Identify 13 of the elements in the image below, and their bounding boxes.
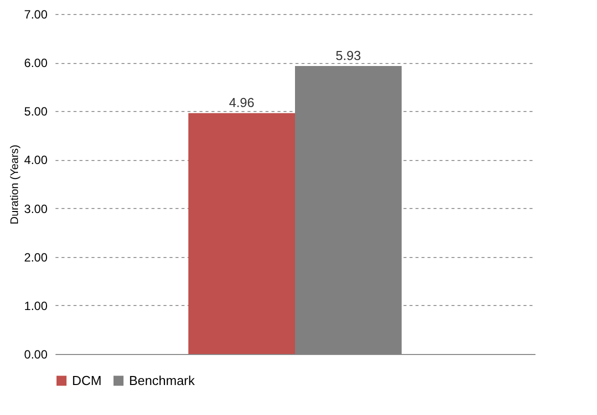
y-tick-label: 3.00	[24, 202, 48, 216]
y-tick-label: 1.00	[24, 298, 48, 313]
legend-label: DCM	[72, 372, 102, 388]
y-tick-label: 5.00	[24, 104, 48, 119]
y-tick-label: 6.00	[24, 56, 48, 70]
data-label: 5.93	[336, 48, 361, 63]
y-tick-label: 7.00	[24, 8, 48, 22]
y-tick-label: 0.00	[24, 348, 48, 362]
data-label: 4.96	[229, 95, 254, 110]
legend-label: Benchmark	[129, 372, 196, 388]
y-tick-label: 4.00	[24, 153, 48, 168]
y-axis-title: Duration (Years)	[9, 144, 22, 224]
y-tick-label: 2.00	[24, 250, 48, 264]
